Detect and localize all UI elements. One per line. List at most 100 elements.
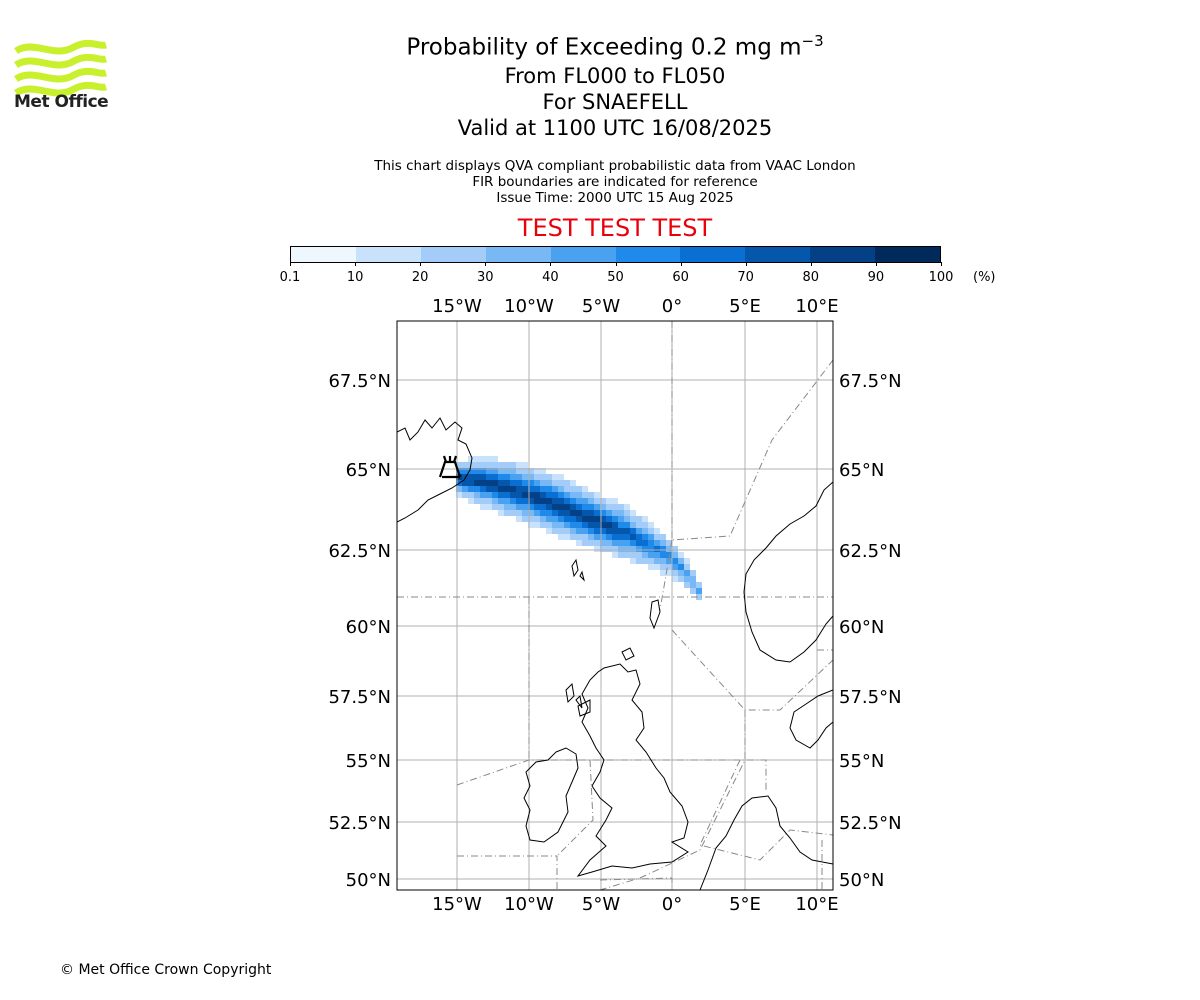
- plume-cell: [570, 486, 576, 492]
- plume-cell: [564, 504, 570, 510]
- latitude-label-right: 62.5°N: [839, 541, 902, 562]
- plume-cell: [480, 456, 486, 462]
- plume-cell: [576, 516, 582, 522]
- plume-cell: [582, 522, 588, 528]
- plume-cell: [570, 504, 576, 510]
- plume-cell: [534, 504, 540, 510]
- plume-cell: [540, 486, 546, 492]
- plume-cell: [582, 510, 588, 516]
- coastlines: [397, 417, 833, 890]
- plume-cell: [594, 522, 600, 528]
- plume-cell: [492, 480, 498, 486]
- plume-cell: [534, 510, 540, 516]
- plume-cell: [534, 492, 540, 498]
- plume-cell: [468, 474, 474, 480]
- longitude-label-bottom: 0°: [662, 894, 682, 915]
- plume-cell: [558, 510, 564, 516]
- plume-cell: [630, 516, 636, 522]
- plume-cell: [648, 528, 654, 534]
- plume-cell: [540, 492, 546, 498]
- plume-cell: [618, 516, 624, 522]
- plume-cell: [480, 498, 486, 504]
- plume-cell: [654, 534, 660, 540]
- plume-cell: [618, 534, 624, 540]
- plume-cell: [546, 504, 552, 510]
- latitude-label-left: 60°N: [346, 617, 391, 638]
- plume-cell: [654, 552, 660, 558]
- plume-cell: [516, 492, 522, 498]
- plume-cell: [624, 522, 630, 528]
- plume-cell: [696, 582, 702, 588]
- plume-cell: [642, 558, 648, 564]
- colorbar-segment: [420, 247, 486, 262]
- longitude-label-bottom: 5°E: [729, 894, 761, 915]
- plume-cell: [642, 540, 648, 546]
- plume-cell: [558, 522, 564, 528]
- plume-cell: [522, 462, 528, 468]
- plume-cell: [630, 546, 636, 552]
- longitude-label-bottom: 10°W: [504, 894, 554, 915]
- colorbar-tick-label: 80: [802, 270, 820, 285]
- chart-title: Probability of Exceeding 0.2 mg m−3: [406, 32, 824, 61]
- latitude-label-left: 62.5°N: [328, 541, 391, 562]
- plume-cell: [576, 486, 582, 492]
- plume-cell: [534, 516, 540, 522]
- plume-cell: [582, 528, 588, 534]
- plume-cell: [492, 492, 498, 498]
- plume-cell: [534, 474, 540, 480]
- longitude-label-top: 5°W: [582, 296, 620, 317]
- plume-cell: [576, 534, 582, 540]
- plume-cell: [546, 486, 552, 492]
- plume-cell: [486, 462, 492, 468]
- flight-level-range: From FL000 to FL050: [504, 63, 726, 88]
- plume-cell: [630, 540, 636, 546]
- plume-cell: [564, 498, 570, 504]
- plume-cell: [576, 504, 582, 510]
- plume-cell: [570, 534, 576, 540]
- plume-cell: [546, 528, 552, 534]
- plume-cell: [630, 522, 636, 528]
- plume-cell: [558, 504, 564, 510]
- plume-cell: [552, 492, 558, 498]
- plume-cell: [492, 474, 498, 480]
- plume-cell: [564, 516, 570, 522]
- plume-cell: [696, 594, 702, 600]
- plume-cell: [462, 474, 468, 480]
- test-banner: TEST TEST TEST: [517, 214, 713, 242]
- plume-cell: [660, 546, 666, 552]
- map-frame: [396, 320, 834, 891]
- plume-cell: [528, 516, 534, 522]
- plume-cell: [552, 510, 558, 516]
- plume-cell: [504, 486, 510, 492]
- plume-cell: [684, 558, 690, 564]
- plume-cell: [594, 528, 600, 534]
- plume-cell: [690, 570, 696, 576]
- plume-cell: [672, 576, 678, 582]
- map-gridlines: [397, 321, 833, 890]
- plume-cell: [624, 504, 630, 510]
- plume-cell: [492, 498, 498, 504]
- plume-cell: [690, 588, 696, 594]
- plume-cell: [564, 522, 570, 528]
- plume-cell: [546, 516, 552, 522]
- plume-cell: [516, 474, 522, 480]
- plume-cell: [504, 498, 510, 504]
- plume-cell: [588, 516, 594, 522]
- longitude-label-top: 15°W: [432, 296, 482, 317]
- plume-cell: [498, 510, 504, 516]
- plume-cell: [492, 456, 498, 462]
- latitude-label-right: 60°N: [839, 617, 884, 638]
- latitude-label-left: 57.5°N: [328, 687, 391, 708]
- plume-cell: [630, 552, 636, 558]
- plume-cell: [690, 582, 696, 588]
- plume-cell: [516, 462, 522, 468]
- plume-cell: [558, 528, 564, 534]
- plume-cell: [636, 522, 642, 528]
- plume-cell: [504, 468, 510, 474]
- plume-cell: [474, 492, 480, 498]
- plume-cell: [648, 534, 654, 540]
- plume-cell: [576, 492, 582, 498]
- plume-cell: [582, 498, 588, 504]
- plume-cell: [522, 504, 528, 510]
